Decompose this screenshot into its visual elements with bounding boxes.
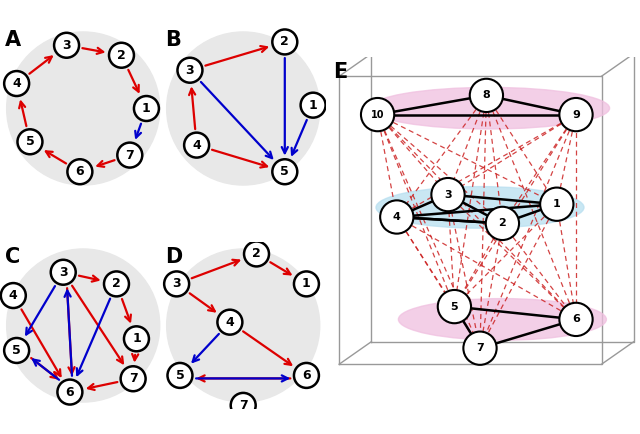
Circle shape xyxy=(17,129,42,154)
Circle shape xyxy=(380,201,413,233)
Text: 3: 3 xyxy=(172,277,181,290)
Text: 7: 7 xyxy=(125,148,134,161)
Text: 2: 2 xyxy=(499,218,506,228)
Text: 5: 5 xyxy=(451,302,458,312)
Text: D: D xyxy=(165,247,182,267)
Text: 1: 1 xyxy=(308,99,317,112)
Text: 4: 4 xyxy=(9,289,18,302)
Circle shape xyxy=(559,303,593,336)
Circle shape xyxy=(124,326,149,351)
Text: C: C xyxy=(5,247,20,267)
Text: 10: 10 xyxy=(371,110,385,120)
Text: 3: 3 xyxy=(186,64,195,77)
Circle shape xyxy=(109,43,134,68)
Circle shape xyxy=(361,98,394,131)
Circle shape xyxy=(6,32,160,185)
Text: 5: 5 xyxy=(280,165,289,178)
Circle shape xyxy=(438,290,471,323)
Text: 1: 1 xyxy=(553,199,561,209)
Text: A: A xyxy=(5,30,21,50)
Text: E: E xyxy=(333,62,347,82)
Circle shape xyxy=(54,33,79,58)
Circle shape xyxy=(272,30,297,54)
Text: 4: 4 xyxy=(12,77,21,90)
Circle shape xyxy=(51,260,76,285)
Text: 5: 5 xyxy=(26,135,35,148)
Text: 6: 6 xyxy=(572,314,580,324)
Text: 7: 7 xyxy=(476,343,484,353)
Text: 1: 1 xyxy=(302,277,311,290)
Circle shape xyxy=(272,159,297,184)
Circle shape xyxy=(166,32,320,185)
Text: 4: 4 xyxy=(225,316,234,329)
Circle shape xyxy=(6,249,160,402)
Text: 2: 2 xyxy=(280,36,289,49)
Text: 7: 7 xyxy=(239,399,248,412)
Text: B: B xyxy=(165,30,181,50)
Circle shape xyxy=(540,187,573,221)
Circle shape xyxy=(4,338,29,363)
Text: 4: 4 xyxy=(192,138,201,151)
Circle shape xyxy=(463,332,497,365)
Circle shape xyxy=(184,133,209,158)
Text: 8: 8 xyxy=(483,90,490,100)
Text: 3: 3 xyxy=(62,39,71,52)
Ellipse shape xyxy=(370,87,610,129)
Circle shape xyxy=(134,96,159,121)
Circle shape xyxy=(58,380,83,404)
Ellipse shape xyxy=(376,187,584,228)
Circle shape xyxy=(168,363,193,388)
Circle shape xyxy=(1,283,26,308)
Text: 3: 3 xyxy=(444,190,452,200)
Text: 6: 6 xyxy=(76,165,84,178)
Circle shape xyxy=(177,58,202,83)
Text: 5: 5 xyxy=(175,369,184,382)
Text: 4: 4 xyxy=(393,212,401,222)
Circle shape xyxy=(104,271,129,296)
Circle shape xyxy=(164,271,189,296)
Text: 7: 7 xyxy=(129,372,138,385)
Text: 6: 6 xyxy=(65,385,74,398)
Circle shape xyxy=(294,363,319,388)
Text: 2: 2 xyxy=(252,247,261,260)
Circle shape xyxy=(470,79,503,112)
Circle shape xyxy=(486,207,519,240)
Text: 2: 2 xyxy=(112,277,121,290)
Circle shape xyxy=(4,71,29,96)
Text: 1: 1 xyxy=(132,332,141,345)
Circle shape xyxy=(67,159,92,184)
Circle shape xyxy=(431,178,465,211)
Circle shape xyxy=(559,98,593,131)
Text: 2: 2 xyxy=(117,49,126,62)
Circle shape xyxy=(294,271,319,296)
Text: 5: 5 xyxy=(12,344,21,357)
Circle shape xyxy=(218,310,243,335)
Text: 1: 1 xyxy=(142,102,151,115)
Circle shape xyxy=(231,393,255,418)
Circle shape xyxy=(117,143,142,168)
Text: 6: 6 xyxy=(302,369,311,382)
Circle shape xyxy=(166,249,320,402)
Circle shape xyxy=(301,93,326,118)
Circle shape xyxy=(120,366,146,391)
Ellipse shape xyxy=(398,299,607,340)
Circle shape xyxy=(244,241,269,266)
Text: 3: 3 xyxy=(59,266,68,279)
Text: 9: 9 xyxy=(572,110,580,120)
